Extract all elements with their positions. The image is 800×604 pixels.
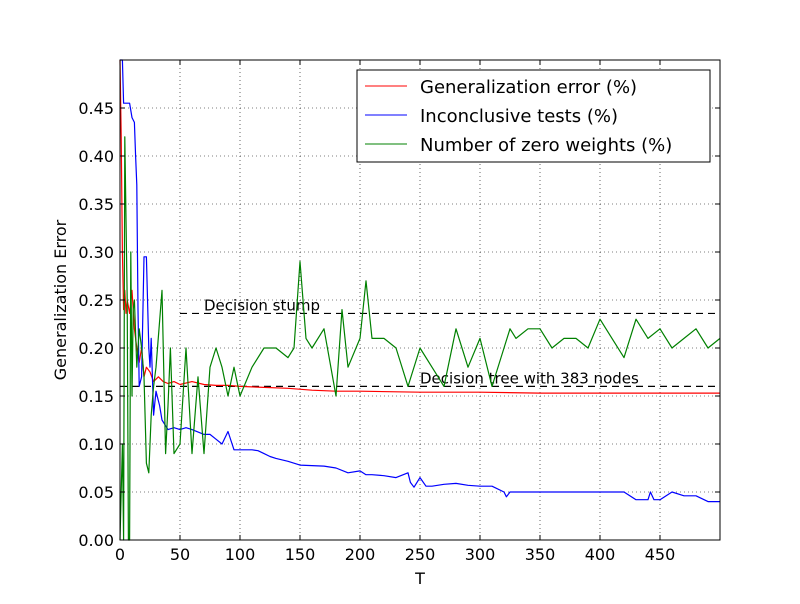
y-tick-label: 0.25 — [78, 291, 114, 310]
series-lines — [119, 59, 721, 541]
y-tick-label: 0.10 — [78, 435, 114, 454]
reference-lines: Decision stump Decision tree with 383 nod… — [120, 296, 720, 387]
y-tick-label: 0.40 — [78, 147, 114, 166]
y-tick-label: 0.30 — [78, 243, 114, 262]
x-tick-label: 400 — [585, 545, 616, 564]
x-tick-label: 100 — [225, 545, 256, 564]
x-tick-label: 350 — [525, 545, 556, 564]
x-tick-label: 250 — [405, 545, 436, 564]
y-axis-ticks: 0.00 0.05 0.10 0.15 0.20 0.25 0.30 0.35 0.40 0.45 — [78, 99, 720, 550]
y-tick-label: 0.20 — [78, 339, 114, 358]
x-axis-label: T — [414, 569, 425, 588]
y-tick-label: 0.00 — [78, 531, 114, 550]
y-tick-label: 0.05 — [78, 483, 114, 502]
x-tick-label: 0 — [115, 545, 125, 564]
y-axis-label: Generalization Error — [51, 219, 70, 380]
y-tick-label: 0.15 — [78, 387, 114, 406]
series-line-inconclusive-tests — [120, 59, 720, 503]
reference-line-label: Decision stump — [204, 296, 320, 314]
x-tick-label: 200 — [345, 545, 376, 564]
y-tick-label: 0.45 — [78, 99, 114, 118]
legend-label-inconclusive: Inconclusive tests (%) — [420, 106, 618, 127]
legend: Generalization error (%) Inconclusive te… — [356, 69, 711, 163]
legend-label-zero-weights: Number of zero weights (%) — [420, 135, 672, 156]
series-line-zero-weights — [119, 136, 721, 541]
legend-label-generalization: Generalization error (%) — [420, 77, 637, 98]
y-tick-label: 0.35 — [78, 195, 114, 214]
reference-line-label: Decision tree with 383 nodes — [420, 369, 639, 387]
legend-box — [356, 69, 711, 163]
x-tick-label: 50 — [170, 545, 190, 564]
x-tick-label: 450 — [645, 545, 676, 564]
x-tick-label: 150 — [285, 545, 316, 564]
x-axis-ticks: 0 50 100 150 200 250 300 350 400 450 — [115, 60, 675, 564]
x-tick-label: 300 — [465, 545, 496, 564]
